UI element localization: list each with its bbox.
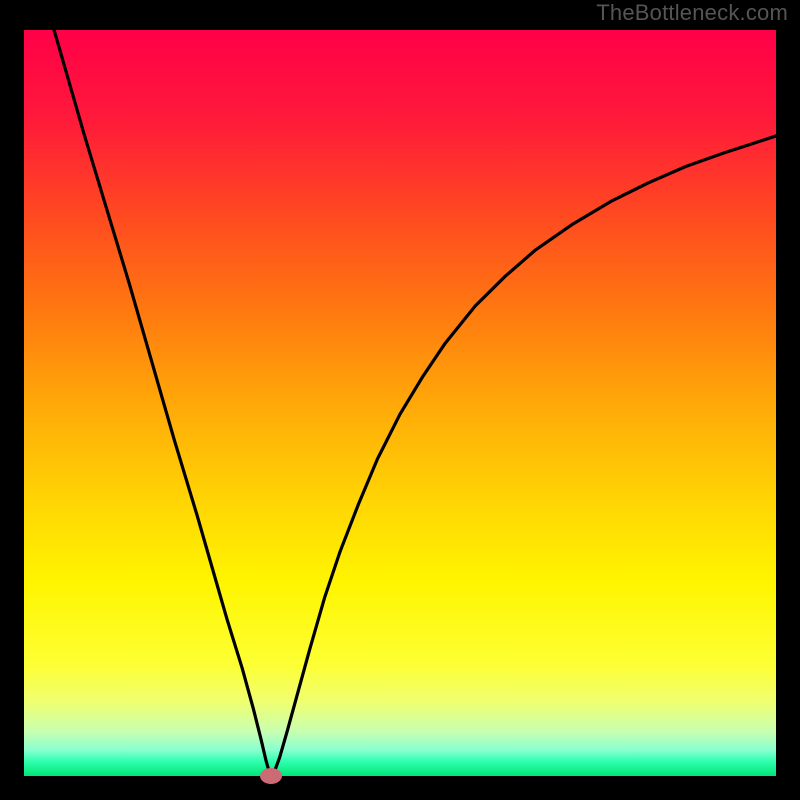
watermark-text: TheBottleneck.com <box>596 0 788 26</box>
curve-svg <box>24 30 776 776</box>
bottleneck-curve <box>54 30 776 776</box>
minimum-marker <box>260 768 282 784</box>
chart-frame: TheBottleneck.com <box>0 0 800 800</box>
plot-area <box>24 30 776 776</box>
